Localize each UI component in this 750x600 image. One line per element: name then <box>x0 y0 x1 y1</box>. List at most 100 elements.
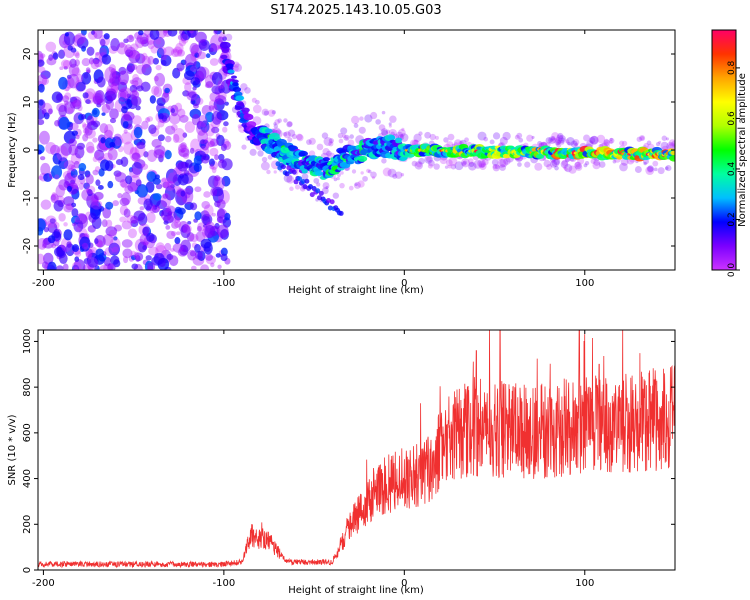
spectrogram-noise-blob <box>52 52 59 60</box>
spectrogram-noise-blob <box>184 53 197 70</box>
spectrogram-halo-blob <box>545 137 553 144</box>
spectrogram-noise-blob <box>211 166 217 174</box>
spectrogram-halo-blob <box>323 137 333 146</box>
spectrogram-noise-blob <box>40 199 52 210</box>
spectrogram-halo-blob <box>401 127 405 131</box>
spectrogram-noise-blob <box>205 53 211 59</box>
spectrogram-noise-blob <box>130 43 139 51</box>
spectrogram-noise-blob <box>176 49 185 57</box>
spectrogram-noise-blob <box>198 114 208 128</box>
spectrogram-halo-blob <box>655 142 661 147</box>
spectrogram-halo-blob <box>646 140 652 146</box>
spectrogram-halo-blob <box>443 137 449 143</box>
spectrogram-branch-blob <box>300 179 306 185</box>
spectrogram-halo-blob <box>418 131 423 136</box>
spectrogram-halo-blob <box>574 142 579 147</box>
spectrogram-noise-blob <box>170 108 176 114</box>
spectrogram-noise-blob <box>164 87 170 94</box>
spectrogram-noise-blob <box>129 90 140 100</box>
spectrogram-noise-blob <box>38 119 45 126</box>
spectrogram-halo-blob <box>337 173 341 178</box>
spectrogram-halo-blob <box>392 173 398 179</box>
spectrogram-noise-blob <box>118 96 126 105</box>
spectrogram-halo-blob <box>447 133 455 141</box>
spectrogram-noise-blob <box>85 173 94 185</box>
spectrogram-noise-blob <box>164 242 172 251</box>
spectrogram-noise-blob <box>115 158 124 166</box>
spectrogram-halo-blob <box>232 65 239 72</box>
spectrogram-halo-blob <box>358 126 366 134</box>
spectrogram-halo-blob <box>596 134 606 144</box>
spectrogram-halo-blob <box>381 110 386 115</box>
spectrogram-noise-blob <box>85 248 93 258</box>
y-tick-label: 20 <box>22 48 33 61</box>
spectrogram-halo-blob <box>283 118 288 123</box>
spectrogram-noise-blob <box>164 150 172 160</box>
spectrogram-noise-blob <box>120 181 129 189</box>
spectrogram-noise-blob <box>124 44 133 56</box>
spectrogram-halo-blob <box>480 163 485 168</box>
spectrogram-noise-blob <box>177 145 189 157</box>
spectrogram-noise-blob <box>153 252 165 265</box>
spectrogram-halo-blob <box>609 137 613 141</box>
spectrogram-noise-blob <box>200 120 210 133</box>
spectrogram-halo-blob <box>244 87 251 94</box>
spectrogram-halo-blob <box>382 167 392 177</box>
spectrogram-noise-blob <box>176 231 181 236</box>
spectrogram-halo-blob <box>499 164 506 171</box>
spectrogram-halo-blob <box>473 159 483 169</box>
spectrogram-noise-blob <box>140 163 149 170</box>
spectrogram-halo-blob <box>549 160 558 168</box>
spectrogram-noise-blob <box>186 90 198 101</box>
spectrogram-noise-blob <box>92 169 99 176</box>
spectrogram-halo-blob <box>468 161 475 168</box>
spectrogram-halo-blob <box>370 111 378 120</box>
spectrogram-noise-blob <box>186 30 198 38</box>
spectrogram-ridge-blob <box>264 128 273 134</box>
spectrogram-noise-blob <box>126 35 135 43</box>
snr-y-ticks: 0 200 400 600 800 1000 <box>22 329 675 573</box>
spectrogram-noise-blob <box>67 45 73 51</box>
spectrogram-halo-blob <box>592 161 601 170</box>
spectrogram-halo-blob <box>249 148 257 156</box>
spectrogram-halo-blob <box>240 83 248 91</box>
spectrogram-halo-blob <box>660 141 669 150</box>
spectrogram-noise-blob <box>103 33 110 40</box>
spectrogram-noise-blob <box>111 246 119 255</box>
spectrogram-halo-blob <box>368 169 372 174</box>
spectrogram-noise-blob <box>58 116 70 130</box>
spectrogram-noise-blob <box>64 92 72 100</box>
spectrogram-noise-blob <box>110 68 117 77</box>
spectrogram-noise-blob <box>150 45 159 54</box>
spectrogram-halo-blob <box>353 123 359 128</box>
spectrogram-halo-blob <box>255 99 260 105</box>
spectrogram-noise-blob <box>184 162 190 168</box>
spectrogram-halo-blob <box>542 157 547 161</box>
spectrogram-halo-blob <box>257 150 264 157</box>
spectrogram-halo-blob <box>322 148 330 156</box>
spectrogram-noise-blob <box>130 215 139 224</box>
spectrogram-noise-blob <box>69 122 79 131</box>
spectrogram-noise-blob <box>75 52 80 59</box>
spectrogram-halo-blob <box>551 137 558 144</box>
spectrogram-halo-blob <box>349 134 354 139</box>
spectrogram-noise-blob <box>200 210 210 221</box>
spectrogram-noise-blob <box>68 144 79 156</box>
spectrogram-noise-blob <box>141 55 151 69</box>
spectrogram-noise-blob <box>180 142 187 150</box>
spectrogram-noise-blob <box>189 147 195 154</box>
spectrogram-halo-blob <box>549 138 554 142</box>
spectrogram-halo-blob <box>287 121 293 127</box>
spectrogram-halo-blob <box>598 161 606 168</box>
spectrogram-noise-blob <box>99 123 109 134</box>
spectrogram-noise-blob <box>168 172 178 184</box>
spectrogram-noise-blob <box>82 92 89 99</box>
spectrogram-noise-blob <box>54 246 65 257</box>
spectrogram-noise-blob <box>46 57 57 66</box>
spectrogram-noise-blob <box>79 236 91 252</box>
spectrogram-noise-blob <box>209 164 215 170</box>
spectrogram-halo-blob <box>338 138 344 144</box>
spectrogram-halo-blob <box>354 183 358 187</box>
spectrogram-noise-blob <box>210 34 222 51</box>
